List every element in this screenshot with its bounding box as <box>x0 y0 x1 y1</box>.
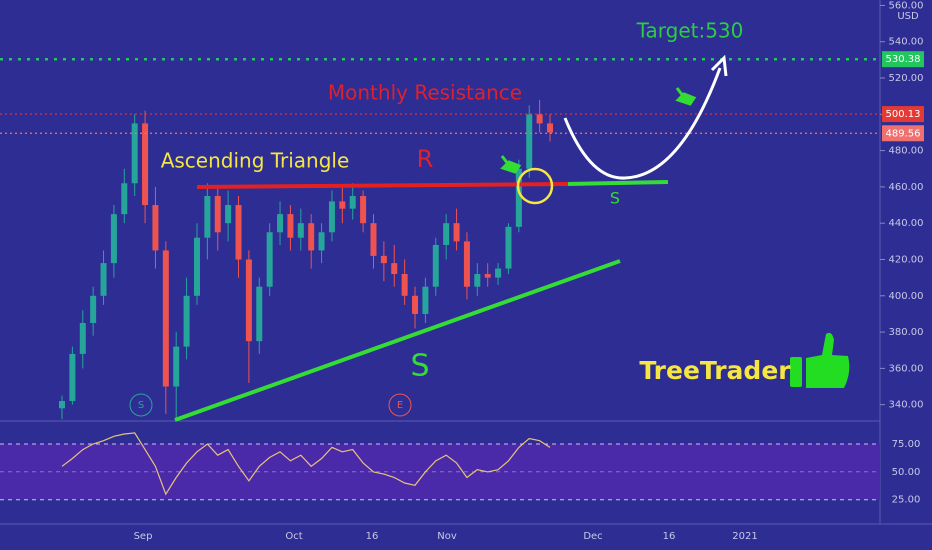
candle-body <box>193 237 200 296</box>
candle-body <box>297 223 304 238</box>
arrow-head <box>710 54 728 77</box>
candle-body <box>131 123 138 184</box>
candle-body <box>245 259 252 342</box>
price-label: 500.13 <box>886 109 921 120</box>
candle-body <box>152 205 159 251</box>
y-tick-label: 460.00 <box>889 182 924 193</box>
price-label: 530.38 <box>886 54 921 65</box>
price-label: 489.56 <box>886 128 921 139</box>
candle-body <box>391 263 398 275</box>
candle-body <box>339 201 346 209</box>
candle-body <box>515 168 522 227</box>
candle-body <box>526 114 533 169</box>
candle-body <box>59 401 65 409</box>
candle-body <box>318 232 325 251</box>
candle-body <box>536 114 543 124</box>
candle-body <box>453 223 460 242</box>
s-label: S <box>410 349 429 384</box>
candle-body <box>287 214 294 238</box>
candle-body <box>162 250 169 387</box>
event-label: S <box>138 400 144 411</box>
candle-body <box>225 205 232 224</box>
candle-body <box>183 295 190 347</box>
candle-body <box>412 295 419 314</box>
hammer-icon <box>500 155 522 174</box>
target-label: Target:530 <box>636 19 744 43</box>
y-tick-label: 360.00 <box>889 363 924 374</box>
x-tick-label: 2021 <box>732 531 757 542</box>
candle-body <box>69 353 76 402</box>
candle-body <box>214 195 221 233</box>
thumb-icon-cuff <box>790 357 802 387</box>
candle-body <box>110 214 117 264</box>
candle-body <box>463 241 470 287</box>
candle-body <box>79 323 86 354</box>
hammer-icon <box>675 87 697 106</box>
candle-body <box>308 223 315 251</box>
y-tick-label: 400.00 <box>889 291 924 302</box>
pattern-label: Ascending Triangle <box>161 149 350 173</box>
event-label: E <box>397 400 403 411</box>
y-tick-label: 420.00 <box>889 254 924 265</box>
candle-body <box>173 346 180 387</box>
candle-body <box>90 295 97 324</box>
x-tick-label: Sep <box>134 531 153 542</box>
x-tick-label: Oct <box>285 531 302 542</box>
y-tick-label: 440.00 <box>889 218 924 229</box>
candle-body <box>266 232 273 287</box>
candle-body <box>380 255 387 264</box>
rsi-line <box>61 432 551 496</box>
candle-body <box>121 183 128 215</box>
candle-body <box>370 223 377 256</box>
breakout-circle <box>516 167 554 205</box>
candle-body <box>277 214 284 233</box>
candle-body <box>235 205 242 260</box>
candle-body <box>432 244 439 287</box>
currency-label: USD <box>897 11 919 22</box>
support-flip-line <box>567 180 669 186</box>
candle-body <box>256 286 263 342</box>
candle-body <box>204 195 211 238</box>
candle-body <box>360 195 367 224</box>
candle-body <box>443 223 450 245</box>
candle-body <box>505 226 512 269</box>
y-tick-label: 380.00 <box>889 327 924 338</box>
x-tick-label: Nov <box>437 531 457 542</box>
candle-body <box>100 263 107 296</box>
price-label-box <box>882 125 924 142</box>
x-tick-label: 16 <box>663 531 676 542</box>
candle-body <box>495 268 502 278</box>
y-tick-label: 25.00 <box>892 495 921 506</box>
event-marker <box>129 393 153 417</box>
y-tick-label: 75.00 <box>892 439 921 450</box>
x-tick-label: 16 <box>366 531 379 542</box>
event-marker <box>388 393 412 417</box>
y-tick-label: 540.00 <box>889 37 924 48</box>
candle-body <box>422 286 429 314</box>
projection-arrow <box>563 67 722 180</box>
candle-body <box>474 274 481 287</box>
brand-label: TreeTrader <box>639 356 791 385</box>
price-label-box <box>882 51 924 68</box>
candle-body <box>401 274 408 296</box>
candle-body <box>349 195 356 209</box>
candle-body <box>484 274 491 278</box>
price-label-box <box>882 106 924 123</box>
y-tick-label: 520.00 <box>889 73 924 84</box>
candle-body <box>547 123 553 133</box>
resistance-label: Monthly Resistance <box>328 81 522 105</box>
x-tick-label: Dec <box>583 531 602 542</box>
thumb-icon <box>806 332 850 388</box>
candle-body <box>142 123 149 206</box>
s-label: S <box>610 189 620 208</box>
candle-body <box>328 201 335 233</box>
resistance-line <box>196 182 569 189</box>
r-label: R <box>417 145 434 173</box>
y-tick-label: 50.00 <box>892 467 921 478</box>
trend-line <box>174 259 621 422</box>
y-tick-label: 340.00 <box>889 400 924 411</box>
y-tick-label: 480.00 <box>889 146 924 157</box>
y-tick-label: 560.00 <box>889 0 924 11</box>
